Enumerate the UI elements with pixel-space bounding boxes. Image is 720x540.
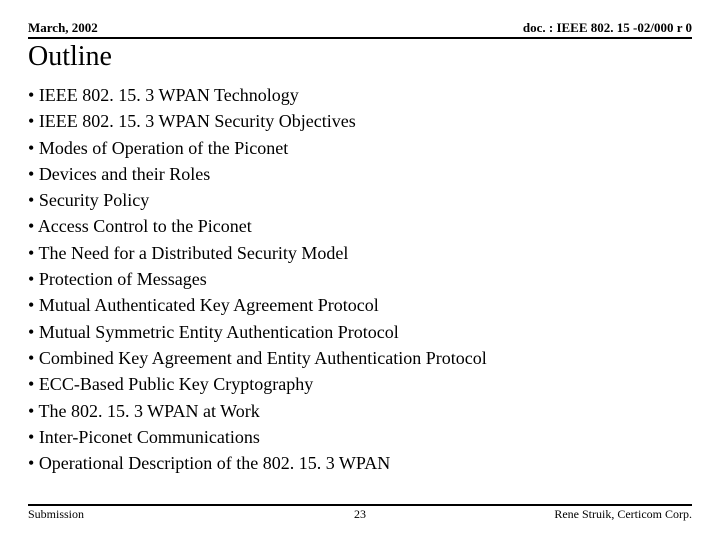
list-item-text: The 802. 15. 3 WPAN at Work (38, 401, 259, 421)
list-item-text: Mutual Authenticated Key Agreement Proto… (39, 295, 379, 315)
slide-page: March, 2002 doc. : IEEE 802. 15 -02/000 … (0, 0, 720, 540)
footer-row: Submission 23 Rene Struik, Certicom Corp… (28, 504, 692, 522)
list-item: • The 802. 15. 3 WPAN at Work (28, 399, 692, 423)
bullet-marker: • (28, 401, 38, 421)
list-item-text: Devices and their Roles (39, 164, 210, 184)
list-item: • ECC-Based Public Key Cryptography (28, 372, 692, 396)
bullet-marker: • (28, 269, 39, 289)
bullet-marker: • (28, 295, 39, 315)
list-item-text: Inter-Piconet Communications (39, 427, 260, 447)
footer-left: Submission (28, 507, 84, 522)
list-item: • Modes of Operation of the Piconet (28, 136, 692, 160)
list-item-text: IEEE 802. 15. 3 WPAN Technology (39, 85, 299, 105)
list-item: • Access Control to the Piconet (28, 214, 692, 238)
bullet-marker: • (28, 85, 39, 105)
bullet-marker: • (28, 190, 39, 210)
bullet-marker: • (28, 164, 39, 184)
list-item-text: Security Policy (39, 190, 150, 210)
list-item-text: IEEE 802. 15. 3 WPAN Security Objectives (39, 111, 356, 131)
slide-title: Outline (28, 41, 692, 73)
list-item-text: Protection of Messages (39, 269, 207, 289)
bullet-marker: • (28, 322, 39, 342)
bullet-marker: • (28, 111, 39, 131)
header-row: March, 2002 doc. : IEEE 802. 15 -02/000 … (28, 20, 692, 39)
list-item: • Devices and their Roles (28, 162, 692, 186)
bullet-marker: • (28, 348, 39, 368)
list-item-text: Modes of Operation of the Piconet (39, 138, 288, 158)
list-item-text: Combined Key Agreement and Entity Authen… (39, 348, 487, 368)
footer-page-number: 23 (354, 507, 366, 522)
list-item: • Security Policy (28, 188, 692, 212)
bullet-marker: • (28, 243, 38, 263)
list-item: • IEEE 802. 15. 3 WPAN Security Objectiv… (28, 109, 692, 133)
list-item: • Protection of Messages (28, 267, 692, 291)
header-date: March, 2002 (28, 20, 98, 36)
bullet-marker: • (28, 453, 39, 473)
footer-author: Rene Struik, Certicom Corp. (554, 507, 692, 522)
list-item: • The Need for a Distributed Security Mo… (28, 241, 692, 265)
list-item-text: Access Control to the Piconet (38, 216, 252, 236)
list-item: • IEEE 802. 15. 3 WPAN Technology (28, 83, 692, 107)
list-item: • Operational Description of the 802. 15… (28, 451, 692, 475)
bullet-marker: • (28, 138, 39, 158)
bullet-marker: • (28, 374, 39, 394)
list-item: • Combined Key Agreement and Entity Auth… (28, 346, 692, 370)
list-item-text: Mutual Symmetric Entity Authentication P… (39, 322, 399, 342)
bullet-list: • IEEE 802. 15. 3 WPAN Technology • IEEE… (28, 83, 692, 475)
list-item: • Mutual Authenticated Key Agreement Pro… (28, 293, 692, 317)
list-item: • Inter-Piconet Communications (28, 425, 692, 449)
header-docnum: doc. : IEEE 802. 15 -02/000 r 0 (523, 20, 692, 36)
list-item-text: The Need for a Distributed Security Mode… (38, 243, 348, 263)
list-item-text: Operational Description of the 802. 15. … (39, 453, 390, 473)
bullet-marker: • (28, 427, 39, 447)
list-item: • Mutual Symmetric Entity Authentication… (28, 320, 692, 344)
bullet-marker: • (28, 216, 38, 236)
list-item-text: ECC-Based Public Key Cryptography (39, 374, 313, 394)
